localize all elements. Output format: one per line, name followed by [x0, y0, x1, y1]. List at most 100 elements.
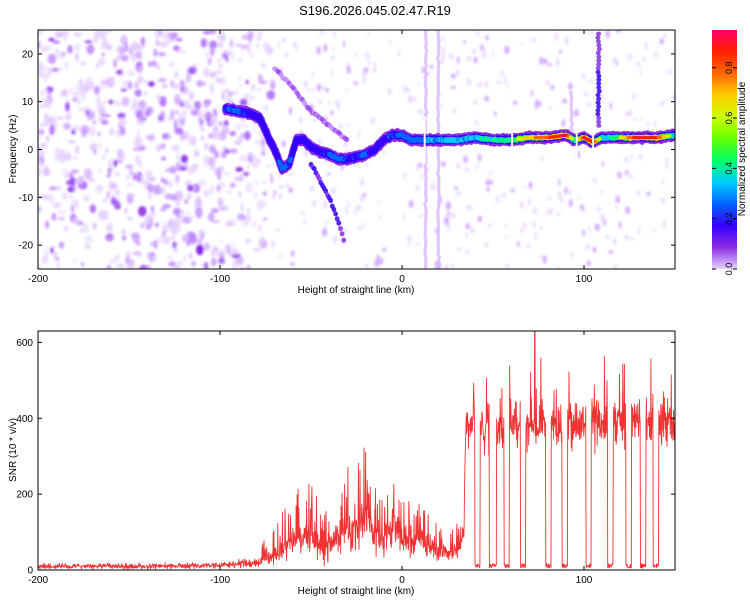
noise-speckle — [612, 237, 617, 246]
snr-series-line — [38, 331, 675, 570]
noise-speckle — [225, 221, 232, 227]
y-tick-label: 600 — [16, 338, 33, 349]
noise-speckle — [450, 212, 456, 219]
noise-speckle — [186, 192, 192, 200]
noise-speckle — [48, 37, 55, 42]
noise-speckle — [74, 52, 79, 62]
noise-speckle — [209, 30, 217, 35]
noise-speckle — [330, 186, 337, 195]
noise-speckle — [229, 182, 236, 188]
noise-speckle — [38, 263, 41, 269]
vertical-feature-blob — [424, 167, 428, 172]
noise-speckle — [344, 206, 349, 215]
noise-speckle — [94, 30, 99, 37]
noise-speckle — [68, 172, 74, 178]
noise-speckle — [218, 63, 223, 68]
noise-speckle — [506, 84, 509, 89]
noise-speckle — [84, 243, 91, 250]
noise-speckle — [230, 242, 236, 247]
noise-speckle — [250, 83, 256, 92]
noise-speckle — [170, 224, 179, 232]
noise-speckle — [196, 80, 204, 87]
noise-speckle — [217, 33, 221, 42]
noise-speckle — [92, 222, 97, 230]
signal-blob-mid — [290, 149, 296, 155]
vertical-feature-blob — [595, 108, 601, 113]
noise-speckle — [95, 184, 105, 194]
noise-speckle — [64, 61, 69, 69]
noise-speckle — [108, 77, 116, 83]
noise-speckle — [470, 227, 475, 234]
noise-speckle — [188, 91, 195, 101]
noise-speckle — [345, 88, 348, 93]
noise-speckle — [177, 260, 183, 266]
noise-speckle — [38, 149, 45, 156]
vertical-feature-blob — [595, 100, 601, 105]
noise-speckle — [218, 257, 226, 265]
noise-speckle — [40, 88, 45, 97]
noise-speckle — [278, 192, 283, 200]
noise-speckle — [65, 180, 72, 186]
noise-speckle — [615, 30, 621, 33]
noise-speckle — [434, 227, 438, 235]
noise-speckle — [624, 170, 629, 176]
noise-speckle — [65, 98, 70, 103]
noise-speckle — [46, 67, 52, 78]
vertical-feature-blob — [436, 232, 441, 237]
noise-speckle — [140, 102, 146, 113]
noise-speckle — [356, 204, 362, 211]
noise-speckle — [203, 189, 210, 198]
noise-speckle — [39, 143, 47, 148]
noise-speckle — [265, 46, 274, 55]
noise-speckle — [204, 160, 207, 168]
noise-speckle — [122, 80, 129, 89]
noise-speckle — [160, 187, 167, 193]
noise-speckle — [465, 232, 469, 239]
vertical-feature-blob — [596, 81, 602, 86]
x-tick-label: 0 — [399, 575, 405, 586]
diagonal-feature-blob — [344, 136, 350, 143]
noise-speckle — [169, 110, 175, 121]
noise-speckle — [114, 172, 121, 176]
noise-speckle — [86, 44, 95, 55]
noise-speckle — [196, 111, 204, 120]
noise-speckle — [105, 44, 113, 51]
noise-speckle — [355, 83, 359, 87]
noise-speckle — [659, 100, 665, 107]
noise-speckle — [135, 241, 141, 246]
noise-speckle — [155, 63, 162, 70]
diagonal-feature-blob — [336, 220, 342, 226]
noise-speckle — [223, 89, 231, 94]
noise-speckle — [211, 257, 217, 267]
noise-speckle — [164, 193, 173, 200]
noise-speckle — [601, 160, 604, 167]
noise-speckle — [466, 55, 472, 62]
vertical-feature-blob — [436, 175, 441, 180]
noise-speckle — [196, 244, 204, 256]
noise-speckle — [217, 58, 222, 63]
noise-speckle — [456, 55, 460, 64]
noise-speckle — [612, 263, 618, 269]
noise-speckle — [612, 56, 618, 65]
vertical-feature-blob — [595, 39, 601, 44]
noise-speckle — [149, 211, 157, 217]
noise-speckle — [588, 225, 591, 234]
noise-speckle — [255, 179, 259, 186]
noise-speckle — [382, 247, 387, 252]
noise-speckle — [168, 255, 173, 261]
x-tick-label: -100 — [210, 274, 230, 285]
noise-speckle — [57, 216, 66, 221]
noise-speckle — [209, 46, 215, 57]
noise-speckle — [65, 101, 70, 112]
colorbar-bar — [712, 30, 737, 269]
noise-speckle — [60, 89, 69, 97]
noise-speckle — [46, 135, 50, 143]
vertical-feature-blob — [424, 37, 428, 42]
vertical-feature-blob — [423, 201, 427, 207]
noise-speckle — [145, 106, 154, 115]
vertical-feature-blob — [424, 198, 429, 203]
noise-speckle — [130, 52, 137, 62]
noise-speckle — [211, 250, 215, 256]
noise-speckle — [500, 69, 504, 77]
noise-speckle — [145, 169, 153, 179]
